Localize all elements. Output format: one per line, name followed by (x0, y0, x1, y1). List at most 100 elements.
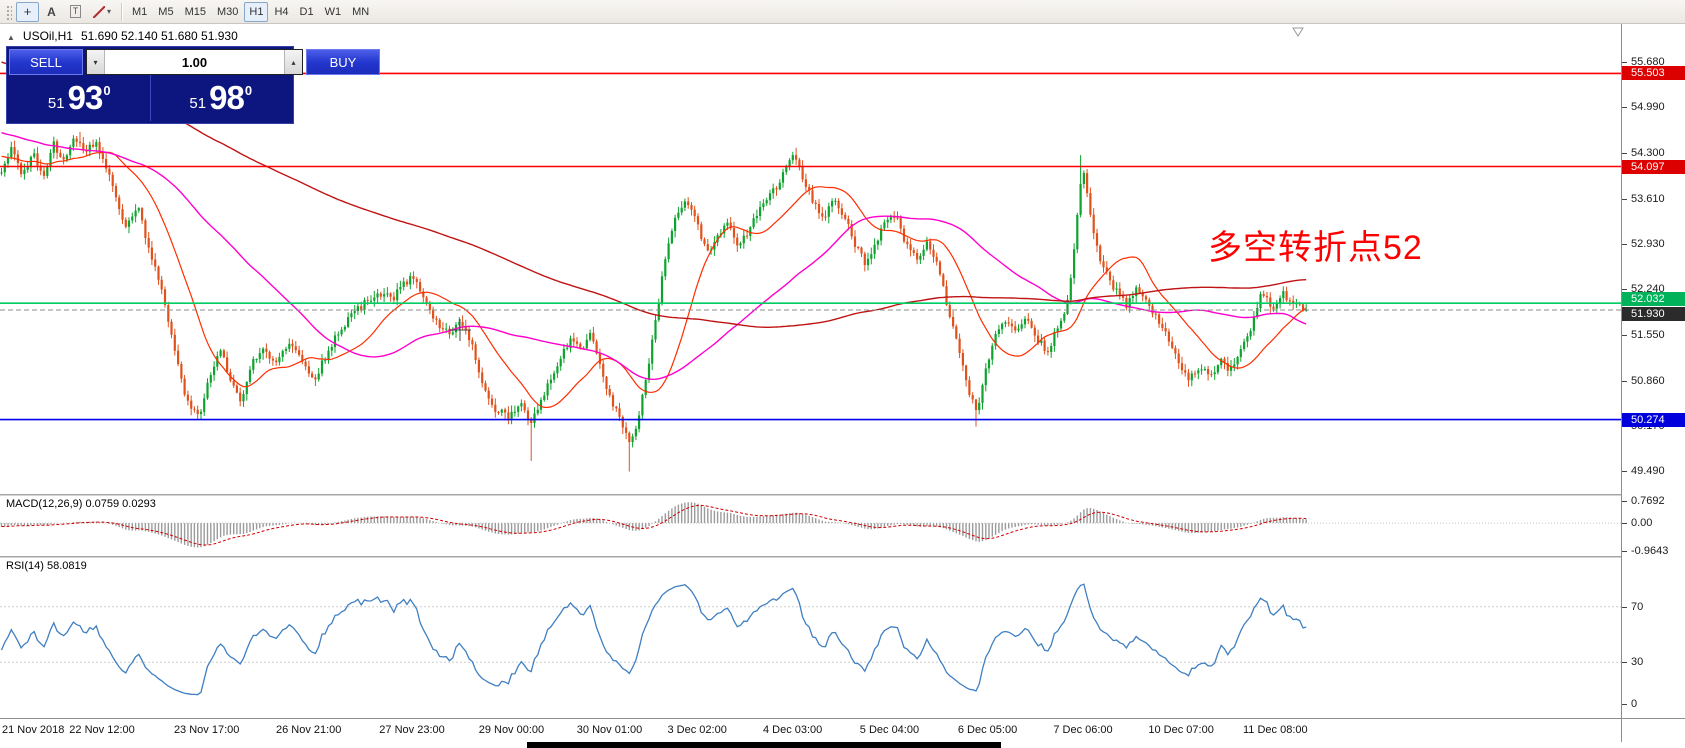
time-label: 7 Dec 06:00 (1053, 724, 1113, 736)
timeframe-button-m5[interactable]: M5 (153, 2, 178, 22)
candles-series (0, 131, 1308, 472)
price-scale[interactable]: 55.680 54.990 54.300 53.610 52.930 52.240 51.5… (1622, 24, 1685, 718)
timeframe-button-m30[interactable]: M30 (212, 2, 243, 22)
timeframe-button-h4[interactable]: H4 (269, 2, 293, 22)
sell-price-big: 93 (67, 79, 104, 116)
time-label: 3 Dec 02:00 (667, 724, 727, 736)
rsi-scale-70: 70 (1622, 600, 1685, 614)
sell-button[interactable]: SELL (9, 49, 83, 75)
price-tick-51.550: 51.550 (1622, 328, 1685, 342)
timeframe-button-h1[interactable]: H1 (244, 1, 269, 22)
text-box-tool-button[interactable]: T (64, 2, 87, 22)
price-tick-54.300: 54.300 (1622, 146, 1685, 160)
time-label: 23 Nov 17:00 (173, 724, 240, 736)
bid-price-label: 51.930 (1622, 306, 1685, 321)
time-axis[interactable]: 21 Nov 2018 22 Nov 12:00 23 Nov 17:00 26 No… (0, 718, 1621, 742)
macd-scale--0.9643: -0.9643 (1622, 544, 1685, 558)
time-label: 26 Nov 21:00 (275, 724, 342, 736)
sell-price-sup: 0 (103, 82, 111, 98)
macd-scale-0.7692: 0.7692 (1622, 494, 1685, 508)
ma-mid-line (1, 131, 1307, 381)
price-tick-53.610: 53.610 (1622, 192, 1685, 206)
trade-controls-row: SELL ▾ ▴ BUY (9, 49, 380, 75)
macd-scale-0.00: 0.00 (1622, 516, 1685, 530)
price-label-50.274: 50.274 (1622, 412, 1685, 427)
ma-fast-line (1, 151, 1307, 408)
toolbar-grip[interactable] (5, 3, 12, 20)
crosshair-tool-button[interactable]: + (16, 1, 39, 22)
chart-header: ▲ USOil,H1 51.690 52.140 51.680 51.930 (7, 29, 238, 43)
timeframe-toolbar: M1 M5 M15 M30 H1 H4 D1 W1 MN (127, 1, 374, 22)
price-label-55.503: 55.503 (1622, 66, 1685, 81)
buy-button[interactable]: BUY (306, 49, 380, 75)
macd-signal-line (1, 504, 1307, 546)
bottom-bar (527, 742, 1001, 748)
time-label: 5 Dec 04:00 (859, 724, 920, 736)
rsi-title: RSI(14) 58.0819 (6, 560, 87, 572)
timeframe-button-w1[interactable]: W1 (320, 2, 347, 22)
macd-title: MACD(12,26,9) 0.0759 0.0293 (6, 498, 156, 510)
price-scale-border (1621, 24, 1622, 742)
text-box-icon: T (69, 5, 82, 18)
volume-up-button[interactable]: ▴ (284, 50, 302, 74)
timeframe-button-d1[interactable]: D1 (295, 2, 319, 22)
price-label-52.032: 52.032 (1622, 292, 1685, 307)
time-axis-corner (1621, 718, 1685, 742)
chart-annotation-text[interactable]: 多空转折点52 (1208, 229, 1423, 267)
rsi-line (0, 583, 1307, 696)
chart-ohlc-values: 51.690 52.140 51.680 51.930 (80, 29, 238, 43)
one-click-trading-panel: SELL ▾ ▴ BUY 51 93 0 51 98 0 (6, 46, 380, 124)
trendline-icon (93, 5, 105, 18)
trade-quotes-row: 51 93 0 51 98 0 (9, 75, 291, 121)
timeframe-button-m15[interactable]: M15 (180, 2, 211, 22)
volume-input[interactable] (105, 50, 284, 74)
text-label-tool-button[interactable]: A (40, 2, 63, 22)
time-label: 6 Dec 05:00 (957, 724, 1018, 736)
toolbar-separator (121, 2, 123, 21)
crosshair-cursor (449, 319, 471, 341)
crosshair-icon: + (23, 3, 32, 19)
caret-up-icon: ▴ (291, 57, 296, 67)
price-tick-49.490: 49.490 (1622, 464, 1685, 478)
top-toolbar: + A T ▾ M1 M5 M15 M30 H1 H4 D1 W1 MN (0, 0, 1685, 24)
time-label: 27 Nov 23:00 (379, 724, 445, 736)
shapes-dropdown-caret-icon: ▾ (107, 7, 112, 16)
expander-icon[interactable]: ▲ (7, 33, 15, 42)
time-label: 11 Dec 08:00 (1242, 724, 1308, 736)
sell-price-quote[interactable]: 51 93 0 (9, 75, 150, 121)
text-label-icon: A (47, 4, 56, 19)
macd-rsi-splitter[interactable] (0, 556, 1685, 558)
timeframe-button-mn[interactable]: MN (347, 2, 374, 22)
rsi-canvas[interactable] (0, 558, 1621, 718)
rsi-scale-30: 30 (1622, 655, 1685, 669)
chart-shift-marker[interactable] (1292, 27, 1304, 37)
price-label-54.097: 54.097 (1622, 159, 1685, 174)
timeframe-button-m1[interactable]: M1 (127, 2, 152, 22)
price-tick-54.990: 54.990 (1622, 100, 1685, 114)
time-label: 29 Nov 00:00 (478, 724, 545, 736)
ma-slow-line (1, 61, 1307, 328)
buy-price-quote[interactable]: 51 98 0 (149, 75, 292, 121)
shapes-tool-button[interactable]: ▾ (88, 2, 116, 22)
buy-price-prefix: 51 (189, 94, 207, 112)
time-label: 4 Dec 03:00 (762, 724, 823, 736)
time-label: 22 Nov 12:00 (69, 724, 135, 736)
rsi-scale-0: 0 (1622, 697, 1685, 711)
price-tick-50.860: 50.860 (1622, 374, 1685, 388)
buy-price-sup: 0 (244, 82, 253, 98)
volume-control: ▾ ▴ (86, 49, 303, 75)
macd-histogram (0, 502, 1307, 548)
chart-symbol-label: USOil,H1 (22, 29, 73, 43)
time-label: 21 Nov 2018 (2, 724, 65, 736)
time-label: 30 Nov 01:00 (576, 724, 643, 736)
caret-down-icon: ▾ (93, 57, 98, 67)
volume-down-button[interactable]: ▾ (87, 50, 105, 74)
time-label: 10 Dec 07:00 (1148, 724, 1214, 736)
sell-price-prefix: 51 (47, 94, 65, 112)
macd-canvas[interactable] (0, 496, 1621, 556)
main-macd-splitter[interactable] (0, 494, 1685, 496)
price-tick-55.680: 55.680 (1622, 55, 1685, 69)
price-tick-52.930: 52.930 (1622, 237, 1685, 251)
buy-price-big: 98 (209, 79, 245, 116)
